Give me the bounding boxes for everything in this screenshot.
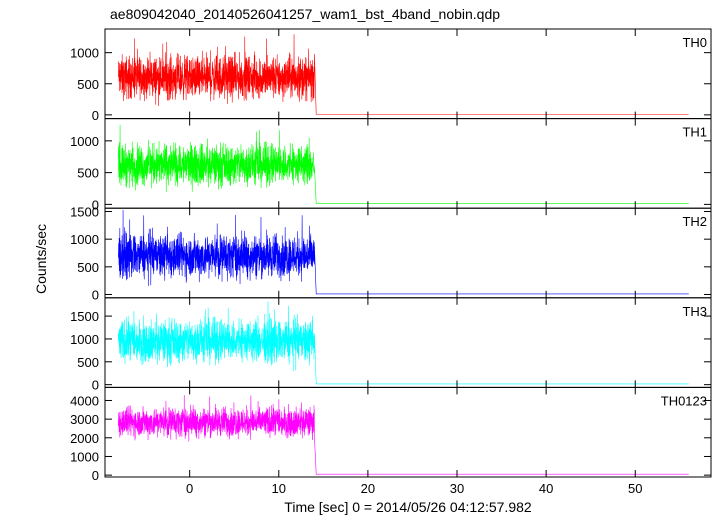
y-tick-label: 500	[77, 166, 99, 181]
y-tick-label: 0	[92, 378, 99, 393]
y-tick-label: 0	[92, 468, 99, 483]
y-tick-label: 3000	[70, 412, 99, 427]
y-tick-label: 0	[92, 108, 99, 123]
x-tick-label: 50	[628, 481, 642, 496]
y-tick-label: 500	[77, 260, 99, 275]
panel-label-th0: TH0	[682, 35, 707, 50]
panel-label-th3: TH3	[682, 304, 707, 319]
series-line-th0	[118, 34, 689, 115]
y-tick-label: 1500	[70, 205, 99, 220]
x-axis-label: Time [sec] 0 = 2014/05/26 04:12:57.982	[284, 499, 532, 515]
y-tick-label: 1000	[70, 232, 99, 247]
y-tick-label: 500	[77, 77, 99, 92]
y-tick-label: 1000	[70, 449, 99, 464]
y-tick-label: 0	[92, 197, 99, 212]
panel-label-th2: TH2	[682, 214, 707, 229]
x-tick-label: 20	[361, 481, 375, 496]
panel-label-th0123: TH0123	[661, 393, 707, 408]
y-tick-label: 500	[77, 355, 99, 370]
y-tick-label: 0	[92, 287, 99, 302]
y-tick-label: 1000	[70, 46, 99, 61]
y-tick-label: 4000	[70, 393, 99, 408]
series-line-th0123	[118, 395, 689, 475]
x-tick-label: 30	[450, 481, 464, 496]
y-tick-label: 1500	[70, 309, 99, 324]
panel-label-th1: TH1	[682, 125, 707, 140]
panels-group: 05001000TH005001000TH1050010001500TH2050…	[70, 28, 712, 496]
x-tick-label: 10	[272, 481, 286, 496]
y-axis-label: Counts/sec	[33, 224, 49, 294]
y-tick-label: 1000	[70, 134, 99, 149]
series-line-th3	[118, 301, 689, 385]
y-tick-label: 1000	[70, 332, 99, 347]
y-tick-label: 2000	[70, 431, 99, 446]
panel-frame-th0123	[104, 386, 712, 478]
series-line-th1	[118, 124, 689, 204]
chart-title: ae809042040_20140526041257_wam1_bst_4ban…	[110, 6, 500, 22]
x-tick-label: 40	[539, 481, 553, 496]
x-tick-label: 0	[186, 481, 193, 496]
series-line-th2	[118, 210, 689, 295]
